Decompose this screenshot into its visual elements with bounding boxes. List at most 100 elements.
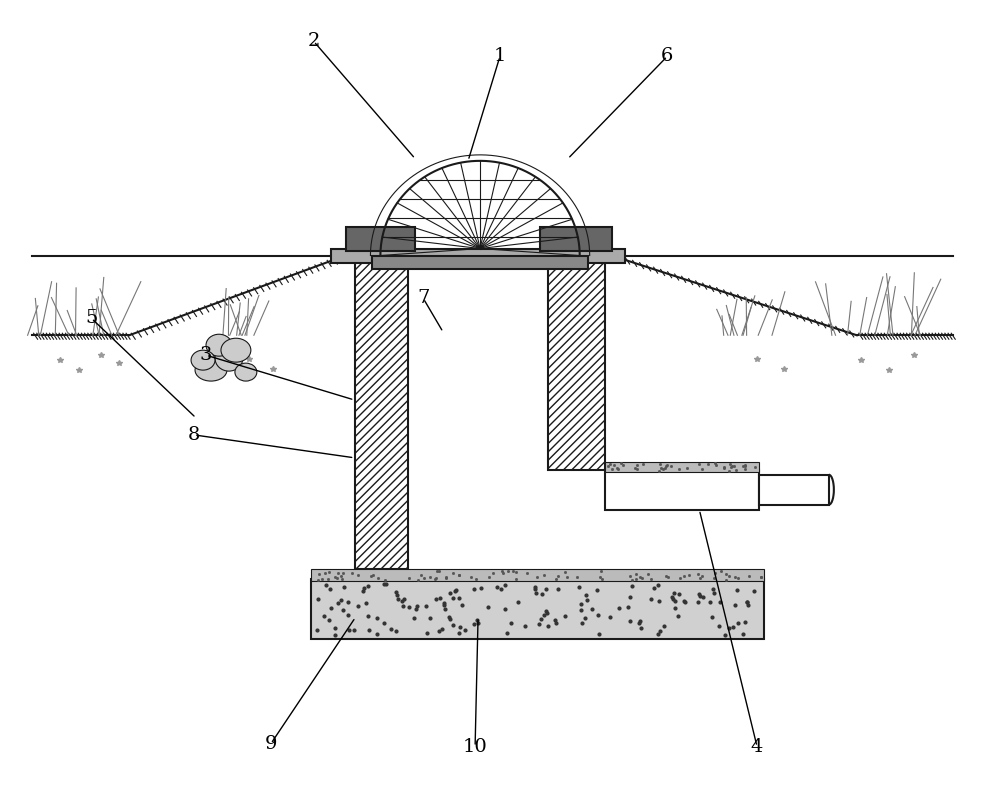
Point [445, 619, 461, 632]
Bar [311, 569, 764, 582]
Point [388, 586, 404, 599]
Point [350, 600, 366, 613]
Point [442, 586, 458, 599]
Point [746, 585, 762, 598]
Point [531, 617, 547, 630]
Point [369, 612, 385, 625]
Point [550, 582, 566, 595]
Point [534, 587, 550, 600]
Point [712, 596, 728, 609]
Point [447, 585, 463, 598]
Bar [605, 462, 759, 471]
Point [451, 591, 467, 604]
Point [632, 614, 648, 627]
Point [454, 599, 470, 612]
Point [489, 580, 505, 593]
Bar [346, 227, 415, 250]
Bar [759, 475, 829, 505]
Point [318, 579, 334, 592]
Point [497, 603, 513, 616]
Point [536, 608, 552, 621]
Point [323, 602, 339, 615]
Point [695, 590, 711, 603]
Text: 3: 3 [200, 346, 212, 364]
Point [394, 595, 410, 608]
Point [624, 579, 640, 592]
Point [725, 620, 741, 633]
Point [670, 610, 686, 623]
Point [408, 602, 424, 615]
Point [622, 615, 638, 628]
Point [409, 599, 425, 612]
Point [591, 628, 607, 641]
Point [548, 616, 564, 629]
Point [571, 580, 587, 593]
Point [540, 619, 556, 632]
Point [589, 583, 605, 596]
Text: 6: 6 [661, 47, 674, 65]
Point [739, 596, 755, 609]
Point [539, 607, 555, 620]
Ellipse shape [191, 350, 215, 370]
Point [358, 596, 374, 609]
Point [441, 610, 457, 623]
Point [717, 629, 733, 642]
Point [579, 594, 595, 607]
Point [452, 620, 468, 633]
Point [650, 578, 666, 591]
Point [310, 592, 326, 605]
Point [691, 587, 707, 600]
Ellipse shape [221, 339, 251, 362]
Point [390, 592, 406, 605]
Point [631, 616, 647, 629]
Bar [311, 579, 764, 639]
Bar [331, 249, 625, 263]
Point [346, 624, 362, 637]
Point [557, 610, 573, 623]
Point [652, 625, 668, 637]
Point [418, 600, 434, 613]
Point [436, 597, 452, 610]
Text: 4: 4 [751, 738, 763, 756]
Point [727, 599, 743, 612]
Bar [372, 255, 588, 270]
Point [340, 608, 356, 621]
Point [340, 595, 356, 608]
Point [527, 581, 543, 594]
Point [327, 629, 343, 642]
Point [729, 583, 745, 596]
Point [528, 586, 544, 599]
Point [396, 593, 412, 606]
Point [584, 603, 600, 616]
Point [321, 613, 337, 626]
Point [602, 611, 618, 624]
Text: 9: 9 [265, 735, 277, 752]
Point [573, 603, 589, 616]
Point [677, 596, 693, 609]
Point [622, 591, 638, 604]
Point [692, 589, 708, 602]
Point [646, 582, 662, 595]
Ellipse shape [206, 335, 232, 356]
Point [330, 596, 346, 609]
Text: 8: 8 [188, 426, 200, 444]
Point [434, 622, 450, 635]
Ellipse shape [195, 359, 227, 381]
Point [378, 578, 394, 590]
Point [470, 617, 486, 630]
Point [538, 604, 554, 617]
Point [711, 620, 727, 633]
Point [428, 593, 444, 606]
Point [671, 587, 687, 600]
Point [355, 585, 371, 598]
Point [327, 621, 343, 634]
Point [431, 625, 447, 637]
Point [533, 612, 549, 625]
Point [395, 599, 411, 612]
Point [401, 601, 417, 614]
Point [493, 582, 509, 595]
Point [480, 600, 496, 613]
Point [620, 600, 636, 613]
Bar [605, 470, 759, 509]
Point [341, 624, 357, 637]
